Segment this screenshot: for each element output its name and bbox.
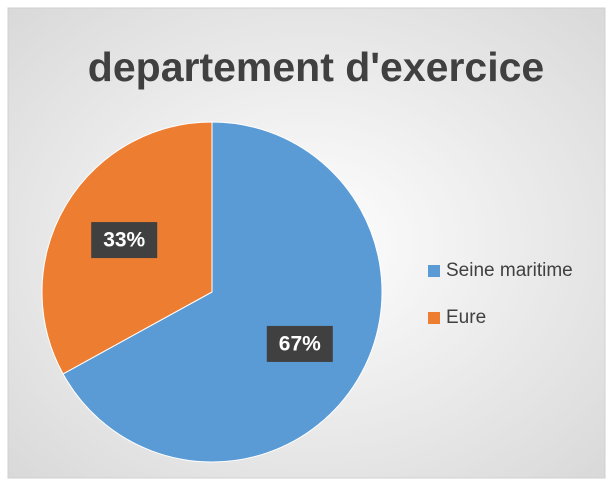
pie-slice (62, 121, 383, 463)
legend-label: Seine maritime (446, 260, 573, 281)
chart-title: departement d'exercice (88, 44, 544, 90)
legend-swatch (428, 265, 440, 277)
data-label-box (91, 222, 158, 259)
data-label-box (266, 325, 333, 362)
legend-swatch (428, 312, 440, 324)
legend-label: Eure (446, 307, 486, 328)
data-label: 33% (103, 229, 145, 252)
data-label: 67% (279, 332, 321, 355)
